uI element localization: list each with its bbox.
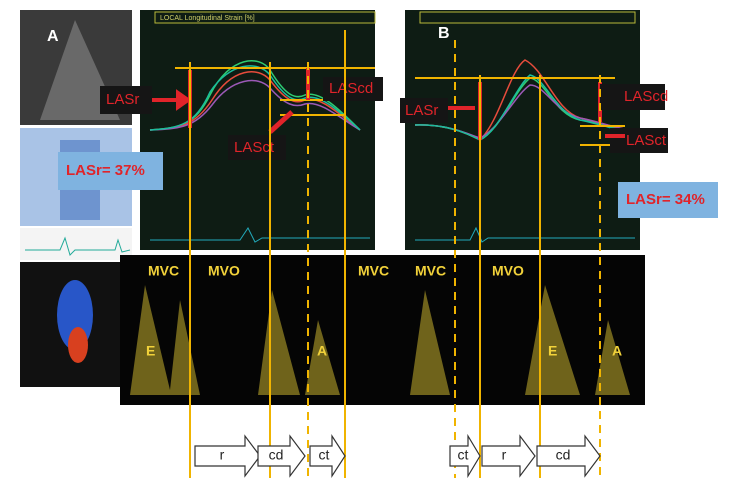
lascd-label: LAScd bbox=[624, 88, 668, 105]
strain-plot bbox=[140, 10, 375, 250]
plot-title: LOCAL Longitudinal Strain [%] bbox=[160, 15, 255, 22]
lasct-label: LASct bbox=[626, 132, 667, 149]
panel-label: A bbox=[47, 28, 59, 45]
wave-label: E bbox=[146, 343, 155, 359]
phase-arrows bbox=[194, 433, 601, 479]
label-box bbox=[100, 86, 152, 114]
value-box bbox=[618, 182, 718, 218]
lascd-label: LAScd bbox=[329, 80, 373, 97]
label-box bbox=[323, 77, 383, 101]
ecg-strip bbox=[20, 228, 132, 260]
label-box bbox=[610, 128, 668, 153]
phase-label: cd bbox=[269, 447, 284, 463]
lasr-label: LASr bbox=[106, 91, 139, 108]
lasct-label: LASct bbox=[234, 139, 275, 156]
plot-title-box bbox=[154, 11, 376, 24]
doppler-waves bbox=[130, 285, 340, 395]
event-label: MVO bbox=[208, 263, 240, 279]
timing-lines bbox=[189, 30, 601, 478]
event-label: MVO bbox=[492, 263, 524, 279]
strain-plot bbox=[405, 10, 640, 250]
label-box bbox=[228, 135, 286, 160]
phase-label: ct bbox=[458, 447, 469, 463]
lasr-label: LASr bbox=[405, 102, 438, 119]
value-box bbox=[58, 152, 163, 190]
lasr-value: LASr= 37% bbox=[66, 162, 145, 179]
event-label: MVC bbox=[148, 263, 179, 279]
color-flow bbox=[68, 327, 88, 363]
wave-label: A bbox=[612, 343, 622, 359]
phase-label: r bbox=[220, 447, 225, 463]
phase-label: ct bbox=[319, 447, 330, 463]
plot-title-box bbox=[419, 11, 636, 24]
label-box bbox=[600, 84, 665, 110]
phase-label: cd bbox=[556, 447, 571, 463]
event-label: MVC bbox=[415, 263, 446, 279]
wave-label: A bbox=[317, 343, 327, 359]
arrow bbox=[152, 89, 192, 111]
ecg-trace bbox=[25, 236, 131, 256]
ecg-trace bbox=[150, 227, 370, 243]
lasr-value: LASr= 34% bbox=[626, 191, 705, 208]
panel-label: B bbox=[438, 25, 450, 42]
arrow bbox=[268, 110, 294, 134]
event-label: MVC bbox=[358, 263, 389, 279]
phase-label: r bbox=[502, 447, 507, 463]
doppler-waves bbox=[410, 285, 630, 395]
label-box bbox=[400, 98, 448, 123]
wave-label: E bbox=[548, 343, 557, 359]
